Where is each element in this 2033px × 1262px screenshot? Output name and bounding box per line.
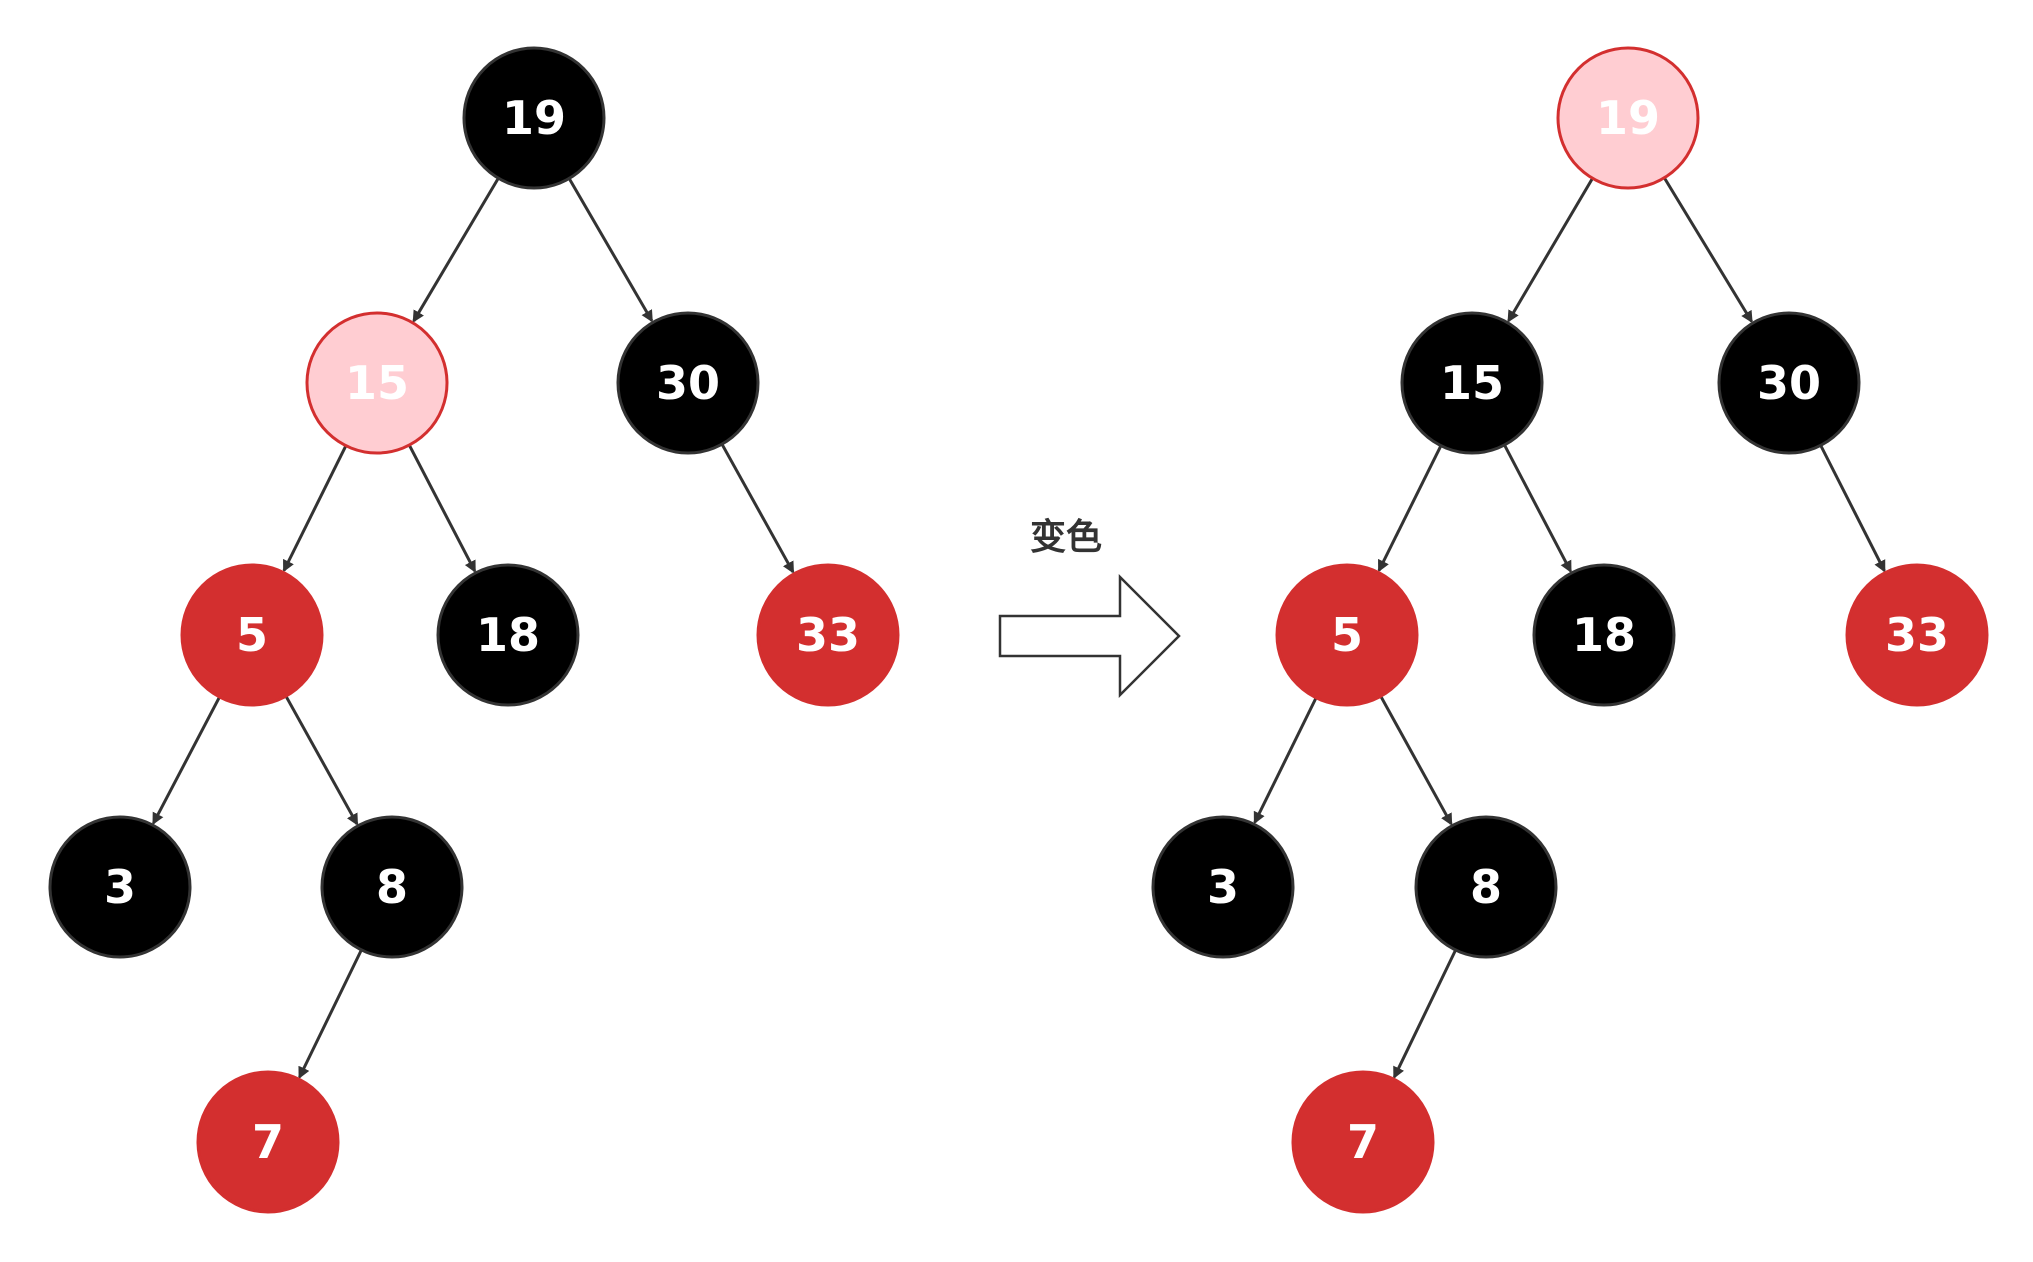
- tree-node-before-3: 3: [48, 815, 192, 959]
- edge-after-n15-n5: [1377, 443, 1444, 573]
- node-label: 15: [1440, 356, 1504, 410]
- edge-after-n30-n33: [1818, 442, 1886, 573]
- node-circle: [196, 1070, 340, 1214]
- tree-node-after-18: 18: [1532, 563, 1676, 707]
- node-label: 18: [1572, 608, 1636, 662]
- node-label: 15: [345, 356, 409, 410]
- node-circle: [1414, 815, 1558, 959]
- tree-node-after-5: 5: [1275, 563, 1419, 707]
- edge-after-n8-n7: [1392, 947, 1458, 1079]
- node-circle: [305, 311, 449, 455]
- tree-node-after-3: 3: [1151, 815, 1295, 959]
- tree-node-before-8: 8: [320, 815, 464, 959]
- tree-node-after-7: 7: [1291, 1070, 1435, 1214]
- edge-after-n19-n30: [1662, 175, 1753, 324]
- node-circle: [1717, 311, 1861, 455]
- tree-node-before-19: 19: [462, 46, 606, 190]
- tree-node-after-30: 30: [1717, 311, 1861, 455]
- node-circle: [1275, 563, 1419, 707]
- node-label: 3: [1207, 860, 1239, 914]
- node-label: 19: [1596, 91, 1660, 145]
- node-circle: [1151, 815, 1295, 959]
- node-circle: [320, 815, 464, 959]
- node-label: 30: [656, 356, 720, 410]
- node-circle: [1532, 563, 1676, 707]
- node-label: 7: [252, 1115, 284, 1169]
- edge-before-n5-n8: [283, 693, 359, 826]
- edge-before-n15-n18: [407, 442, 477, 573]
- node-circle: [1556, 46, 1700, 190]
- node-circle: [436, 563, 580, 707]
- node-label: 30: [1757, 356, 1821, 410]
- tree-node-after-15: 15: [1400, 311, 1544, 455]
- tree-node-before-15: 15: [305, 311, 449, 455]
- tree-node-before-33: 33: [756, 563, 900, 707]
- node-label: 33: [1885, 608, 1949, 662]
- tree-node-before-18: 18: [436, 563, 580, 707]
- node-label: 18: [476, 608, 540, 662]
- edge-before-n19-n30: [566, 176, 654, 323]
- edge-after-n15-n18: [1502, 442, 1572, 573]
- edge-after-n5-n8: [1378, 693, 1453, 826]
- node-label: 5: [1331, 608, 1363, 662]
- node-label: 7: [1347, 1115, 1379, 1169]
- edges-layer: [152, 175, 1886, 1080]
- node-label: 8: [376, 860, 408, 914]
- node-label: 33: [796, 608, 860, 662]
- node-circle: [1845, 563, 1989, 707]
- node-circle: [180, 563, 324, 707]
- edge-before-n19-n15: [412, 175, 501, 323]
- node-label: 5: [236, 608, 268, 662]
- node-circle: [1291, 1070, 1435, 1214]
- tree-node-before-7: 7: [196, 1070, 340, 1214]
- node-circle: [462, 46, 606, 190]
- node-circle: [756, 563, 900, 707]
- node-label: 19: [502, 91, 566, 145]
- edge-after-n5-n3: [1253, 695, 1319, 825]
- node-circle: [48, 815, 192, 959]
- node-label: 8: [1470, 860, 1502, 914]
- edge-before-n8-n7: [298, 947, 364, 1080]
- edge-before-n30-n33: [719, 441, 795, 574]
- node-circle: [616, 311, 760, 455]
- edge-before-n5-n3: [152, 694, 222, 825]
- right-arrow-icon: [998, 573, 1181, 699]
- edge-after-n19-n15: [1507, 175, 1595, 323]
- edge-before-n15-n5: [282, 443, 349, 573]
- recolor-caption: 变色: [1030, 517, 1103, 558]
- node-label: 3: [104, 860, 136, 914]
- tree-node-before-5: 5: [180, 563, 324, 707]
- tree-node-before-30: 30: [616, 311, 760, 455]
- tree-node-after-8: 8: [1414, 815, 1558, 959]
- tree-node-after-19: 19: [1556, 46, 1700, 190]
- node-circle: [1400, 311, 1544, 455]
- tree-node-after-33: 33: [1845, 563, 1989, 707]
